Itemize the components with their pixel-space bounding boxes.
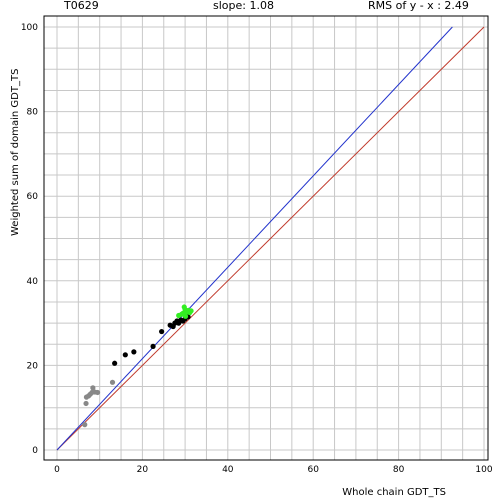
data-point [109,379,116,385]
y-tick-label: 20 [27,361,39,371]
y-tick-label: 40 [27,277,39,287]
data-point [112,360,118,366]
x-tick-label: 100 [475,465,492,475]
data-point [188,308,194,314]
data-point [131,349,137,355]
y-tick-label: 100 [21,23,38,33]
reference-line [56,26,485,451]
target-id: T0629 [64,0,99,12]
data-point [90,385,96,391]
data-point [83,400,89,407]
data-points [82,304,194,428]
data-point [179,311,185,317]
grid-lines [44,16,488,460]
y-tick-label: 0 [32,446,38,456]
y-tick-label: 80 [27,108,39,118]
reference-line [56,26,453,451]
x-tick-label: 0 [54,465,60,475]
axis-ticks: 0 20 40 60 80 100 0 20 40 60 80 100 [21,23,493,475]
x-axis-label: Whole chain GDT_TS [342,487,446,498]
x-tick-label: 60 [307,465,319,475]
data-point [182,313,189,319]
x-tick-label: 80 [393,465,405,475]
x-tick-label: 40 [222,465,234,475]
data-point [94,389,101,396]
x-tick-label: 20 [137,465,149,475]
data-point [159,328,165,335]
rms-text: RMS of y - x : 2.49 [368,0,469,12]
plot-frame [43,15,489,461]
y-tick-label: 60 [27,192,39,202]
data-point [122,352,128,358]
slope-text: slope: 1.08 [213,0,274,12]
data-point [181,304,187,310]
y-axis-label: Weighted sum of domain GDT_TS [10,68,21,236]
data-point [150,343,156,349]
data-point [82,422,88,428]
reference-lines [56,26,485,451]
